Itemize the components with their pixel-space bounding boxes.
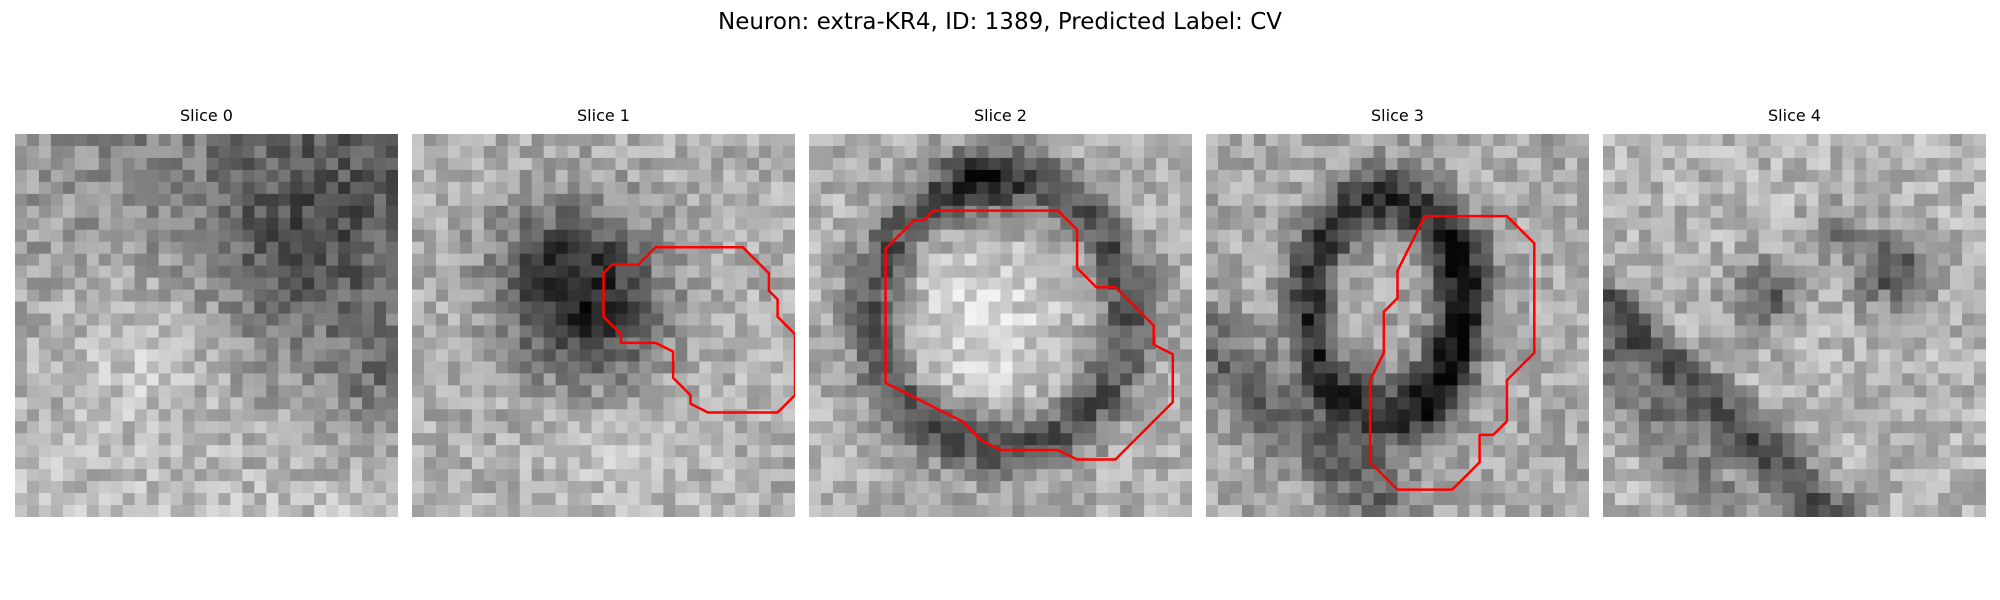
contour-outline-1 [602,245,795,414]
contour-outline-2 [884,209,1175,461]
contour-outline-3 [1368,214,1536,491]
slice-image-4 [1603,134,1986,517]
slice-title-3: Slice 3 [1371,106,1424,125]
slice-title-2: Slice 2 [974,106,1027,125]
slice-title-4: Slice 4 [1768,106,1821,125]
slice-image-0 [15,134,398,517]
slice-image-3 [1206,134,1589,517]
slice-title-1: Slice 1 [577,106,630,125]
slice-image-1 [412,134,795,517]
slice-image-2 [809,134,1192,517]
slice-title-0: Slice 0 [180,106,233,125]
figure-title: Neuron: extra-KR4, ID: 1389, Predicted L… [717,9,1283,35]
